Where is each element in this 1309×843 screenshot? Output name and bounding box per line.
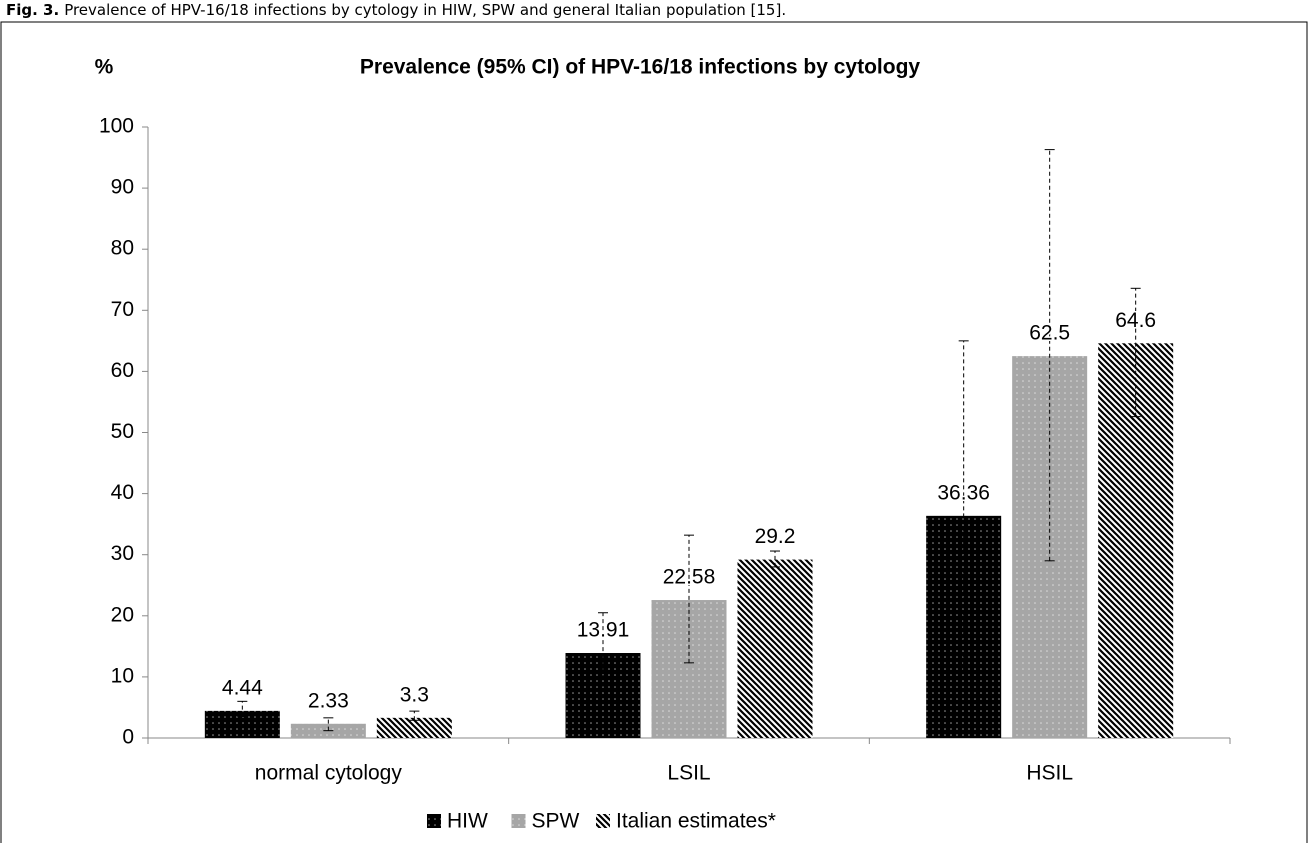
chart-title: Prevalence (95% CI) of HPV-16/18 infecti… [360, 56, 921, 79]
y-tick-label: 100 [99, 115, 134, 138]
y-tick-label: 30 [111, 542, 134, 565]
data-label: 3.3 [400, 683, 429, 706]
error-bar [409, 710, 420, 721]
bar [565, 653, 641, 738]
x-tick-label: normal cytology [255, 762, 403, 785]
error-bar [958, 340, 969, 672]
x-tick-label: HSIL [1026, 762, 1073, 785]
data-label: 64.6 [1115, 309, 1156, 332]
error-bar [1130, 287, 1141, 418]
bar [651, 600, 727, 738]
error-bar [684, 534, 694, 664]
y-tick-label: 10 [111, 664, 134, 687]
error-bar [598, 612, 608, 687]
y-tick-label: 40 [111, 481, 134, 504]
data-label: 62.5 [1029, 322, 1070, 345]
data-label: 4.44 [222, 676, 263, 699]
bar [376, 717, 452, 738]
y-tick-label: 20 [111, 603, 134, 626]
error-bar [237, 700, 248, 718]
bar [737, 559, 813, 738]
legend-swatch [596, 814, 610, 828]
x-tick-label: LSIL [667, 762, 710, 785]
data-label: 13.91 [577, 619, 630, 642]
data-label: 29.2 [755, 525, 796, 548]
error-bar [1044, 149, 1055, 562]
error-bar [770, 550, 780, 568]
legend-swatch [427, 814, 441, 828]
data-label: 22.58 [663, 566, 716, 589]
data-label: 36.36 [937, 481, 990, 504]
legend-swatch [511, 814, 526, 828]
legend-label: Italian estimates* [616, 810, 776, 833]
data-label: 2.33 [308, 689, 349, 712]
y-tick-label: 0 [122, 726, 134, 749]
frame [0, 21, 1308, 843]
caption: Fig. 3. Prevalence of HPV-16/18 infection… [6, 1, 786, 19]
legend-label: SPW [532, 810, 580, 833]
error-bar [323, 717, 334, 732]
y-tick-label: 70 [111, 298, 134, 321]
caption-text: Prevalence of HPV-16/18 infections by cy… [64, 1, 786, 19]
y-axis-label: % [95, 56, 114, 79]
y-tick-label: 50 [111, 420, 134, 443]
y-tick-label: 90 [111, 176, 134, 199]
y-tick-label: 80 [111, 237, 134, 260]
y-tick-label: 60 [111, 359, 134, 382]
caption-label: Fig. 3. [6, 1, 59, 19]
legend-label: HIW [447, 810, 488, 833]
